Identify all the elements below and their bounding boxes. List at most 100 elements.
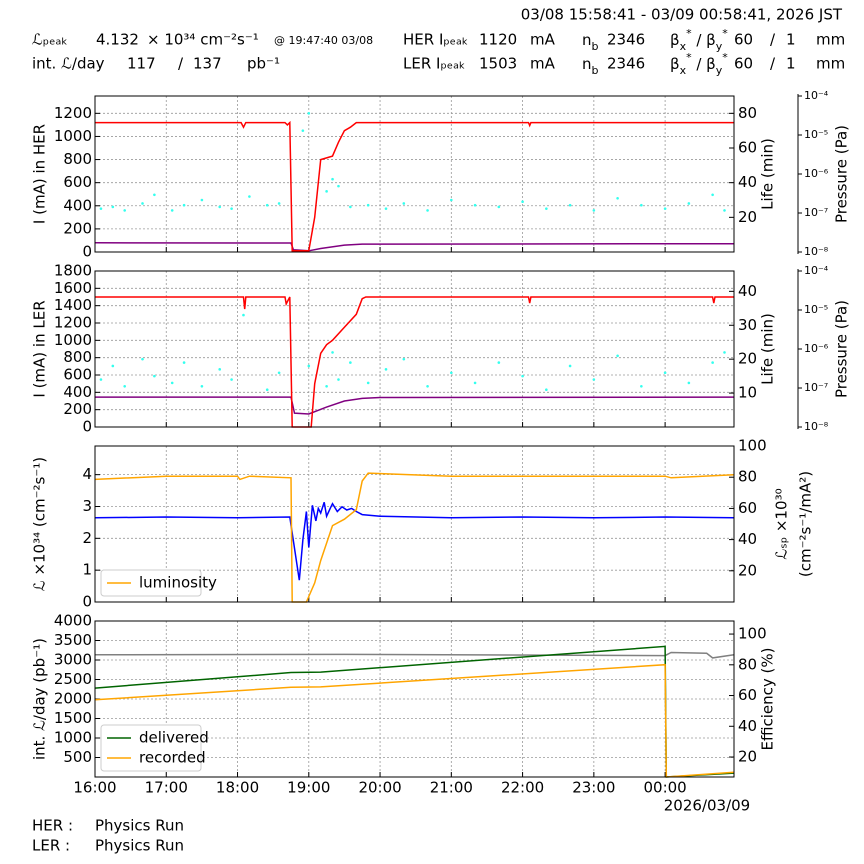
- unit: mm: [816, 55, 845, 73]
- y-tick-label: 1200: [54, 104, 92, 122]
- point: [265, 203, 269, 207]
- point: [337, 378, 340, 381]
- y2-tick-label: 40: [738, 173, 757, 191]
- point: [153, 374, 156, 378]
- point: [723, 351, 726, 354]
- point: [200, 198, 204, 202]
- beta-sep: /: [770, 55, 776, 73]
- y2-tick-label: 40: [738, 282, 757, 300]
- point: [366, 203, 370, 207]
- y3-tick-label: 10⁻⁷: [804, 206, 828, 219]
- y3-tick-label: 10⁻⁸: [804, 245, 829, 258]
- y3-axis-label: Pressure (Pa): [833, 125, 851, 223]
- y-tick-label: 3: [82, 497, 92, 515]
- line: [94, 242, 735, 252]
- y-axis-label: I (mA) in HER: [31, 124, 49, 224]
- point: [325, 385, 328, 388]
- point: [123, 385, 126, 388]
- beta-sep: /: [770, 31, 776, 49]
- point: [711, 193, 714, 197]
- nb-label: nb: [582, 55, 599, 77]
- nb-label-part: n: [582, 55, 592, 73]
- point: [141, 202, 144, 205]
- point: [497, 361, 501, 364]
- y-tick-label: 400: [63, 196, 92, 214]
- y-tick-label: 600: [63, 366, 92, 384]
- footer-ring: LER :: [32, 837, 70, 855]
- y2-tick-label: 60: [738, 499, 757, 517]
- point: [170, 381, 174, 385]
- point: [230, 378, 233, 381]
- y2-axis-label: (cm⁻²s⁻¹/mA²): [797, 471, 815, 577]
- y2-axis-label: ℒₛₚ ×10³⁰: [773, 488, 791, 559]
- x-tick-label: 19:00: [287, 779, 330, 797]
- line: [94, 501, 735, 581]
- nb-value: 2346: [607, 55, 645, 73]
- y-tick-label: 4000: [54, 612, 92, 630]
- x-tick-label: 20:00: [358, 779, 401, 797]
- point: [99, 207, 103, 210]
- footer-ring: HER :: [32, 817, 73, 835]
- header-field: 137: [193, 55, 222, 73]
- header-field: pb⁻¹: [247, 55, 280, 73]
- y2-tick-label: 20: [738, 350, 757, 368]
- y-tick-label: 4: [82, 465, 92, 483]
- y3-tick-label: 10⁻⁴: [804, 264, 829, 277]
- point: [426, 385, 429, 388]
- point: [307, 112, 311, 115]
- point: [568, 364, 572, 368]
- point: [366, 381, 370, 385]
- beta-x: 60: [734, 55, 753, 73]
- y-tick-label: 200: [63, 400, 92, 418]
- point: [218, 368, 222, 371]
- beta-label: βx* / βy*: [670, 51, 728, 77]
- point: [616, 196, 619, 200]
- plot-frame: [94, 620, 735, 778]
- y-axis-label: I (mA) in LER: [31, 300, 49, 397]
- point: [521, 200, 524, 204]
- y-tick-label: 1000: [54, 331, 92, 349]
- y-tick-label: 1400: [54, 296, 92, 314]
- y2-tick-label: 20: [738, 748, 757, 766]
- y3-tick-label: 10⁻⁷: [804, 381, 828, 394]
- y-tick-label: 1600: [54, 279, 92, 297]
- y-tick-label: 1800: [54, 262, 92, 280]
- line: [94, 472, 735, 603]
- y-axis-label: int. ℒ/day (pb⁻¹): [31, 638, 49, 760]
- point: [545, 207, 548, 210]
- beta-label-part: *: [686, 51, 692, 64]
- legend-box: [100, 724, 202, 772]
- point: [450, 198, 453, 202]
- beta-y: 1: [786, 31, 796, 49]
- beta-label-part: *: [722, 51, 728, 64]
- y-tick-label: 800: [63, 150, 92, 168]
- point: [248, 195, 251, 198]
- beta-label-part: β: [670, 31, 680, 49]
- footer-status: Physics Run: [95, 817, 184, 835]
- point: [277, 202, 281, 205]
- y2-tick-label: 30: [738, 316, 757, 334]
- y-axis-label: ℒ ×10³⁴ (cm⁻²s⁻¹): [31, 457, 49, 591]
- point: [384, 368, 388, 371]
- y3-tick-label: 10⁻⁸: [804, 420, 829, 433]
- point: [111, 364, 115, 368]
- point: [277, 371, 281, 375]
- point: [687, 202, 691, 205]
- line: [95, 396, 735, 415]
- x-tick-label: 22:00: [501, 779, 544, 797]
- point: [349, 361, 352, 364]
- x-sublabel: 2026/03/09: [664, 797, 750, 815]
- point: [153, 193, 156, 197]
- y-tick-label: 1000: [54, 127, 92, 145]
- y2-tick-label: 60: [738, 686, 757, 704]
- y-tick-label: 800: [63, 348, 92, 366]
- beta-label: βx* / βy*: [670, 27, 728, 53]
- point: [592, 209, 596, 212]
- y-tick-label: 200: [63, 219, 92, 237]
- point: [723, 209, 726, 212]
- nb-value: 2346: [607, 31, 645, 49]
- beta-label-part: y: [716, 64, 723, 77]
- y2-tick-label: 40: [738, 717, 757, 735]
- y-tick-label: 2: [82, 529, 92, 547]
